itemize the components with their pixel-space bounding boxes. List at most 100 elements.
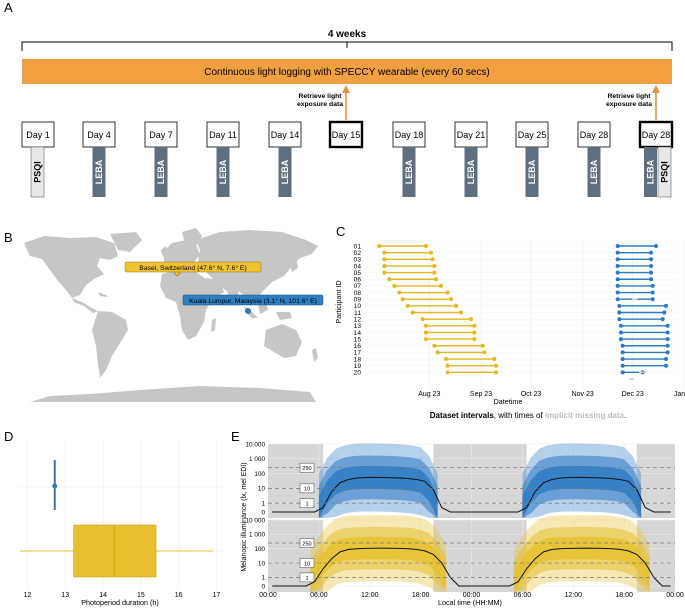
day-label-2: Day 7 (149, 130, 173, 140)
photoperiod-ticks: 12 13 14 15 16 17 (24, 592, 221, 599)
leba-label-8: LEBA (527, 159, 537, 184)
world-map (24, 228, 318, 402)
participant-16: 16 (354, 343, 362, 350)
day-box-1 (82, 121, 116, 148)
photoperiod-marks (20, 460, 213, 578)
interval-end-1-5 (649, 277, 653, 282)
interval-start-1-13 (619, 330, 623, 335)
photoperiod-tick-0: 12 (24, 592, 32, 599)
interval-start-0-2 (382, 257, 387, 262)
panel-b: B (4, 228, 324, 402)
ref-box-basel-1 (299, 558, 315, 568)
day-box-2 (144, 121, 178, 148)
interval-start-0-18 (445, 363, 450, 368)
participant-01: 01 (354, 243, 362, 250)
land-madagascar (211, 318, 216, 332)
datetime-tick-3: Nov 23 (572, 391, 594, 398)
day-label-5: Day 15 (332, 130, 361, 140)
kuala-lumpur-label: Kuala Lumpur, Malaysia (3.1° N, 101.6° E… (189, 297, 317, 305)
interval-end-0-14 (472, 337, 477, 342)
interval-start-1-12 (619, 323, 623, 328)
ref-label-kl-0: 250 (302, 466, 311, 472)
interval-start-0-7 (397, 290, 402, 295)
interval-start-1-3 (615, 263, 620, 268)
interval-end-1-16 (665, 350, 670, 355)
interval-end-1-14 (665, 337, 670, 342)
interval-end-0-9 (454, 303, 458, 308)
time-axis-label: Local time (HH:MM) (438, 598, 502, 607)
y-tick-kl-3: 100 (254, 471, 265, 478)
panel-a-letter: A (4, 0, 13, 15)
interval-end-1-6 (650, 283, 655, 288)
time-tick-3: 18:00 (412, 592, 430, 599)
interval-start-1-18 (620, 363, 625, 368)
leba-label-1: LEBA (94, 159, 104, 184)
panel-d-letter: D (4, 429, 13, 444)
land-uk (161, 246, 168, 257)
participant-05: 05 (354, 270, 362, 277)
day-box-5 (328, 120, 364, 149)
panel-c: C 01020304050607080910111213141516171819… (334, 224, 685, 420)
interval-end-0-1 (429, 250, 433, 255)
day-box-6 (392, 121, 426, 148)
time-tick-4: 00:00 (463, 592, 481, 599)
leba-label-3: LEBA (218, 159, 228, 184)
interval-end-0-17 (492, 357, 497, 362)
day-label-10: Day 28 (642, 130, 671, 140)
interval-end-0-19 (494, 370, 498, 375)
questionnaire-bars: PSQI LEBA LEBA LEBA LEBA LEBA LEBA LEBA LEBA LEBA… (30, 146, 672, 198)
ref-label-basel-0: 250 (302, 541, 311, 547)
interval-end-0-16 (482, 350, 487, 355)
interval-start-0-12 (424, 323, 428, 328)
logging-banner-text: Continuous light logging with SPECCY wea… (204, 67, 490, 78)
interval-end-0-10 (459, 310, 463, 315)
photoperiod-tick-2: 14 (99, 592, 107, 599)
ref-box-kl-2 (299, 498, 315, 508)
panel-c-letter: C (336, 224, 345, 239)
psqi-bar-0 (30, 146, 45, 198)
day-label-3: Day 11 (209, 130, 237, 140)
y-tick-kl-2: 10 (258, 486, 266, 493)
land-antarctica (30, 386, 316, 402)
interval-start-0-0 (377, 244, 382, 248)
interval-end-1-12 (665, 323, 670, 328)
leba-label-10: LEBA (646, 159, 656, 184)
time-tick-6: 12:00 (564, 592, 582, 599)
leba-label-2: LEBA (156, 159, 166, 184)
night-shade-kl-2 (636, 444, 675, 518)
participant-15: 15 (354, 336, 362, 343)
panel-c-grid (366, 240, 685, 389)
interval-start-0-11 (420, 317, 425, 322)
interval-start-1-10 (617, 310, 622, 315)
psqi-label-10: PSQI (660, 161, 670, 183)
y-tick-kl-0: 0 (261, 509, 265, 516)
interval-start-1-5 (615, 277, 620, 282)
datetime-ticks: Aug 23 Sep 23 Oct 23 Nov 23 Dec 23 Jan 24 (418, 391, 685, 398)
interval-end-1-11 (660, 317, 665, 322)
land-arabia (206, 278, 224, 298)
ref-box-basel-2 (299, 572, 315, 583)
time-tick-2: 12:00 (361, 592, 379, 599)
y-tick-kl-1: 1 (261, 500, 265, 507)
day-box-9 (577, 121, 611, 148)
land-india (226, 284, 240, 304)
y-tick-basel-5: 10 000 (245, 517, 265, 524)
leba-bar-10 (644, 147, 657, 197)
interval-start-1-2 (615, 257, 620, 262)
interval-start-0-13 (424, 330, 428, 335)
leba-bar-4 (278, 147, 292, 197)
interval-start-1-14 (619, 337, 623, 342)
interval-end-1-18 (664, 363, 668, 368)
time-tick-8: 00:00 (666, 592, 684, 599)
panel-a: A 4 weeks Continuous light logging with … (4, 0, 674, 198)
interval-end-1-7 (650, 290, 655, 295)
retrieve-arrows (342, 85, 660, 120)
interval-end-0-6 (439, 283, 443, 288)
interval-end-1-15 (665, 343, 670, 348)
kuala-lumpur-marker (245, 308, 251, 314)
retrieve-label-1-line-2: exposure data (297, 101, 343, 108)
panel-b-letter: B (4, 230, 13, 245)
